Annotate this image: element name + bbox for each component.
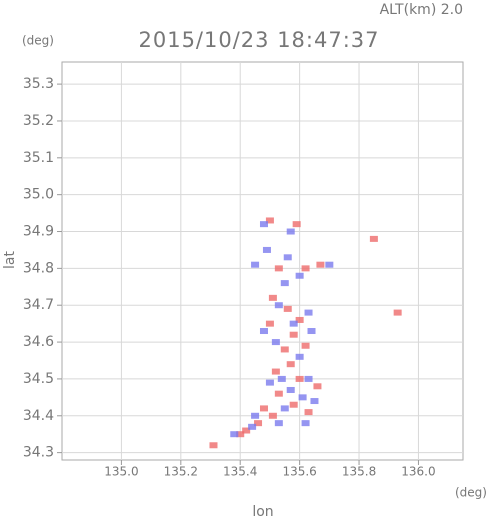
x-unit: (deg) bbox=[455, 486, 487, 500]
data-point bbox=[369, 235, 378, 242]
data-point bbox=[313, 383, 322, 390]
y-tick-label: 34.7 bbox=[23, 297, 54, 313]
x-tick-label: 135.4 bbox=[223, 465, 257, 479]
data-point bbox=[248, 423, 257, 430]
data-point bbox=[393, 309, 402, 316]
y-tick-label: 35.1 bbox=[23, 150, 54, 166]
data-point bbox=[283, 254, 292, 261]
data-point bbox=[254, 420, 263, 427]
plot-frame bbox=[61, 61, 464, 461]
data-point bbox=[274, 390, 283, 397]
altitude-label: ALT(km) 2.0 bbox=[380, 2, 463, 18]
data-point bbox=[301, 342, 310, 349]
data-point bbox=[242, 427, 251, 434]
y-tick-label: 34.5 bbox=[23, 371, 54, 387]
y-tick-label: 35.3 bbox=[23, 76, 54, 92]
data-point bbox=[304, 375, 313, 382]
x-tick-label: 135.8 bbox=[342, 465, 376, 479]
y-tick-label: 34.4 bbox=[23, 408, 54, 424]
x-tick-label: 135.0 bbox=[104, 465, 138, 479]
data-point bbox=[286, 361, 295, 368]
data-point bbox=[295, 316, 304, 323]
data-point bbox=[209, 442, 218, 449]
data-point bbox=[289, 320, 298, 327]
y-tick-label: 34.3 bbox=[23, 445, 54, 461]
data-point bbox=[265, 320, 274, 327]
data-point bbox=[259, 221, 268, 228]
data-point bbox=[277, 375, 286, 382]
data-point bbox=[280, 280, 289, 287]
data-point bbox=[289, 401, 298, 408]
data-point bbox=[280, 405, 289, 412]
y-tick-label: 34.9 bbox=[23, 224, 54, 240]
y-tick-label: 34.8 bbox=[23, 260, 54, 276]
data-point bbox=[325, 261, 334, 268]
x-tick-label: 135.6 bbox=[282, 465, 316, 479]
data-point bbox=[310, 398, 319, 405]
chart-title: 2015/10/23 18:47:37 bbox=[138, 28, 379, 52]
x-tick-label: 136.0 bbox=[401, 465, 435, 479]
x-axis-label: lon bbox=[252, 504, 273, 520]
x-tick-label: 135.2 bbox=[164, 465, 198, 479]
y-tick-label: 34.6 bbox=[23, 334, 54, 350]
data-point bbox=[268, 412, 277, 419]
data-point bbox=[286, 228, 295, 235]
y-tick-label: 35.0 bbox=[23, 187, 54, 203]
data-point bbox=[295, 375, 304, 382]
data-point bbox=[265, 217, 274, 224]
data-point bbox=[304, 309, 313, 316]
y-unit: (deg) bbox=[22, 34, 54, 48]
data-point bbox=[304, 409, 313, 416]
data-point bbox=[271, 339, 280, 346]
data-point bbox=[292, 221, 301, 228]
data-point bbox=[259, 405, 268, 412]
data-point bbox=[274, 302, 283, 309]
y-axis-label: lat bbox=[2, 251, 18, 269]
data-point bbox=[236, 431, 245, 438]
data-point bbox=[265, 379, 274, 386]
data-point bbox=[298, 394, 307, 401]
data-point bbox=[259, 328, 268, 335]
data-point bbox=[301, 420, 310, 427]
data-point bbox=[251, 412, 260, 419]
data-point bbox=[295, 353, 304, 360]
data-point bbox=[274, 265, 283, 272]
data-point bbox=[271, 368, 280, 375]
data-point bbox=[289, 331, 298, 338]
data-point bbox=[286, 386, 295, 393]
data-point bbox=[274, 420, 283, 427]
data-point bbox=[283, 305, 292, 312]
data-point bbox=[251, 261, 260, 268]
data-point bbox=[301, 265, 310, 272]
data-point bbox=[316, 261, 325, 268]
y-tick-label: 35.2 bbox=[23, 113, 54, 129]
data-point bbox=[230, 431, 239, 438]
data-point bbox=[280, 346, 289, 353]
data-point bbox=[268, 294, 277, 301]
data-point bbox=[295, 272, 304, 279]
data-point bbox=[262, 246, 271, 253]
data-point bbox=[307, 328, 316, 335]
